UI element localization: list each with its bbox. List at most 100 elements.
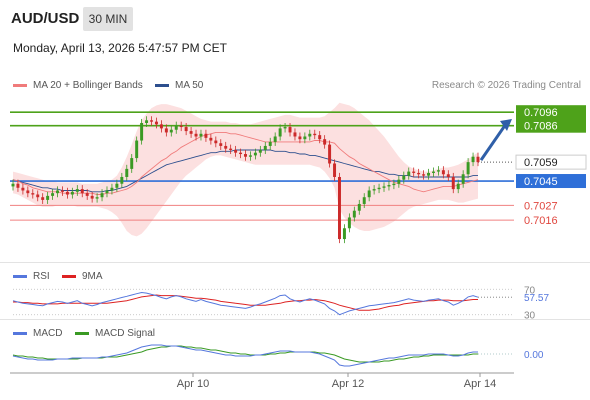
candle: [199, 133, 203, 137]
chart-datetime: Monday, April 13, 2026 5:47:57 PM CET: [13, 41, 227, 55]
candle: [283, 127, 287, 129]
level-label-last: 0.7059: [524, 157, 558, 169]
credit-text: Research © 2026 Trading Central: [431, 80, 581, 91]
candle: [90, 195, 94, 199]
candle: [184, 127, 188, 132]
candle: [174, 125, 178, 130]
legend-rsi-ma-label: 9MA: [82, 271, 103, 282]
level-label-support: 0.7027: [524, 200, 558, 212]
candle: [263, 145, 267, 150]
ma50-swatch: [155, 84, 169, 87]
candle: [357, 203, 361, 211]
pair-title: AUD/USD: [11, 10, 80, 27]
rsi-tick-label: 70: [524, 285, 536, 296]
candle: [21, 187, 25, 191]
candle: [164, 128, 168, 133]
candle: [422, 174, 426, 176]
candle: [100, 193, 104, 198]
candle: [431, 171, 435, 173]
legend-macd: MACD: [13, 328, 62, 339]
legend-rsi: RSI: [13, 271, 50, 282]
candle: [56, 190, 60, 194]
level-label-box: [516, 174, 586, 189]
candles: [11, 116, 480, 244]
candle: [347, 217, 351, 229]
candle: [313, 133, 317, 136]
candle: [342, 228, 346, 240]
candle: [461, 174, 465, 184]
level-label-box: [515, 154, 587, 170]
bollinger-band-fill: [13, 102, 478, 237]
candle: [451, 176, 455, 190]
forecast-arrow-head: [500, 118, 512, 131]
candle: [402, 175, 406, 180]
candle: [436, 170, 440, 172]
candle: [234, 149, 238, 153]
level-label-resistance: 0.7096: [524, 107, 558, 119]
rsi-swatch: [13, 275, 27, 278]
candle: [382, 186, 386, 188]
candle: [407, 171, 411, 176]
candle: [288, 127, 292, 133]
candle: [303, 136, 307, 140]
candle: [318, 135, 322, 140]
candle: [268, 141, 272, 146]
candle: [110, 187, 114, 191]
candle: [372, 189, 376, 191]
macd-signal-line: [12, 345, 478, 363]
candle: [412, 171, 416, 173]
candle: [26, 190, 30, 194]
candle: [159, 124, 163, 129]
candle: [338, 176, 341, 240]
rsi-tick-label: 30: [524, 311, 536, 322]
level-label-pivot: 0.7045: [524, 176, 558, 188]
candle: [214, 140, 218, 144]
rsi-last-value: 57.57: [524, 293, 549, 304]
candle: [244, 154, 247, 157]
candle: [125, 168, 129, 177]
x-axis-tick-label: Apr 14: [464, 378, 496, 390]
x-axis-tick-label: Apr 10: [177, 378, 209, 390]
candle: [189, 131, 193, 134]
candle: [154, 121, 158, 125]
candle: [75, 189, 79, 192]
legend-ma50: MA 50: [155, 80, 203, 91]
candle: [65, 191, 69, 195]
candle: [179, 125, 183, 128]
candle: [115, 183, 119, 188]
candle: [105, 190, 109, 194]
level-label-resistance: 0.7086: [524, 121, 558, 133]
candle: [293, 132, 297, 137]
candle: [60, 190, 64, 192]
legend-macd-signal: MACD Signal: [75, 328, 155, 339]
candle: [194, 133, 198, 137]
candle: [41, 197, 45, 200]
rsi-ma-swatch: [62, 275, 76, 278]
candle: [377, 187, 381, 190]
candle: [85, 193, 89, 196]
legend-rsi-ma: 9MA: [62, 271, 103, 282]
candle: [328, 144, 332, 164]
candle: [308, 133, 312, 137]
level-label-box: [516, 118, 586, 133]
candle: [229, 148, 233, 150]
level-label-box: [516, 105, 586, 120]
candle: [323, 139, 327, 145]
legend-ma20-label: MA 20 + Bollinger Bands: [33, 80, 143, 91]
candle: [51, 193, 55, 196]
candle: [169, 129, 173, 133]
candle: [397, 179, 401, 184]
candle: [352, 210, 356, 218]
candle: [140, 122, 144, 141]
rsi-ma-line: [13, 294, 478, 311]
timeframe-button[interactable]: 30 MIN: [83, 7, 133, 31]
macd-signal-swatch: [75, 332, 89, 335]
candle: [248, 155, 252, 157]
candle: [31, 193, 35, 195]
candle: [209, 137, 213, 141]
legend-macd-signal-label: MACD Signal: [95, 328, 156, 339]
x-axis-tick-label: Apr 12: [332, 378, 364, 390]
ma20-swatch: [13, 84, 27, 87]
legend-ma50-label: MA 50: [175, 80, 204, 91]
candle: [471, 156, 475, 163]
